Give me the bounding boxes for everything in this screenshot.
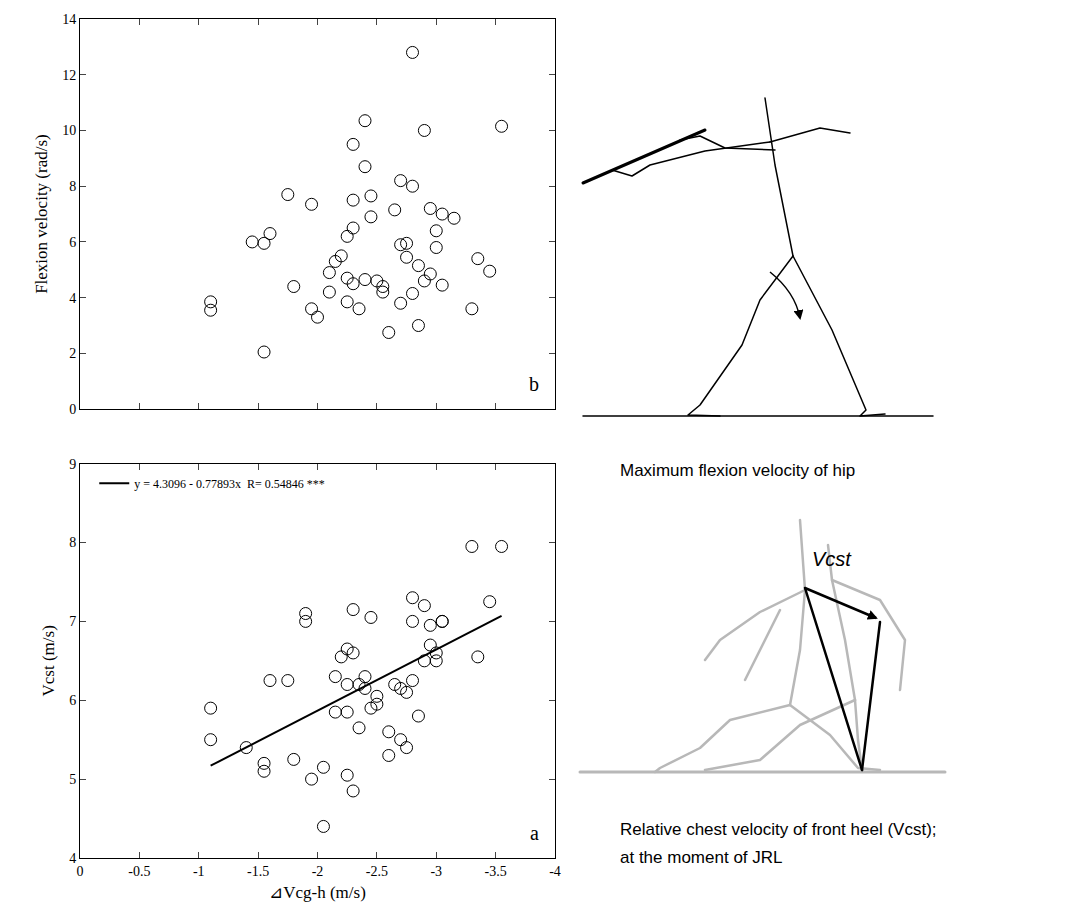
- svg-text:4: 4: [69, 851, 76, 866]
- svg-text:at the moment of JRL: at the moment of JRL: [620, 848, 783, 867]
- svg-text:⊿Vcg-h (m/s): ⊿Vcg-h (m/s): [269, 883, 366, 902]
- svg-text:6: 6: [69, 693, 76, 708]
- svg-text:Flexion velocity (rad/s): Flexion velocity (rad/s): [32, 134, 51, 294]
- svg-text:4: 4: [69, 291, 76, 306]
- svg-text:0: 0: [77, 864, 84, 879]
- svg-text:12: 12: [62, 68, 76, 83]
- svg-text:-1: -1: [193, 864, 205, 879]
- svg-text:-3.5: -3.5: [485, 864, 507, 879]
- svg-text:Maximum flexion velocity of hi: Maximum flexion velocity of hip: [620, 461, 855, 480]
- svg-text:8: 8: [69, 535, 76, 550]
- svg-text:a: a: [530, 822, 539, 844]
- svg-text:10: 10: [62, 123, 76, 138]
- svg-text:Vcst: Vcst: [812, 548, 852, 570]
- svg-text:7: 7: [69, 614, 76, 629]
- svg-text:-2.5: -2.5: [366, 864, 388, 879]
- svg-text:0: 0: [69, 402, 76, 417]
- svg-text:b: b: [529, 373, 539, 395]
- svg-text:14: 14: [62, 12, 76, 27]
- svg-text:-1.5: -1.5: [247, 864, 269, 879]
- svg-text:Relative chest velocity of fro: Relative chest velocity of front heel (V…: [620, 820, 937, 839]
- svg-text:Vcst (m/s): Vcst (m/s): [39, 625, 58, 696]
- svg-text:5: 5: [69, 772, 76, 787]
- svg-text:6: 6: [69, 235, 76, 250]
- svg-text:8: 8: [69, 179, 76, 194]
- svg-text:y = 4.3096 - 0.77893x R= 0.54: y = 4.3096 - 0.77893x R= 0.54846 ***: [134, 477, 325, 491]
- svg-text:-3: -3: [430, 864, 442, 879]
- svg-text:9: 9: [69, 457, 76, 472]
- svg-text:-4: -4: [549, 864, 561, 879]
- svg-text:-0.5: -0.5: [128, 864, 150, 879]
- svg-text:-2: -2: [312, 864, 324, 879]
- svg-text:2: 2: [69, 346, 76, 361]
